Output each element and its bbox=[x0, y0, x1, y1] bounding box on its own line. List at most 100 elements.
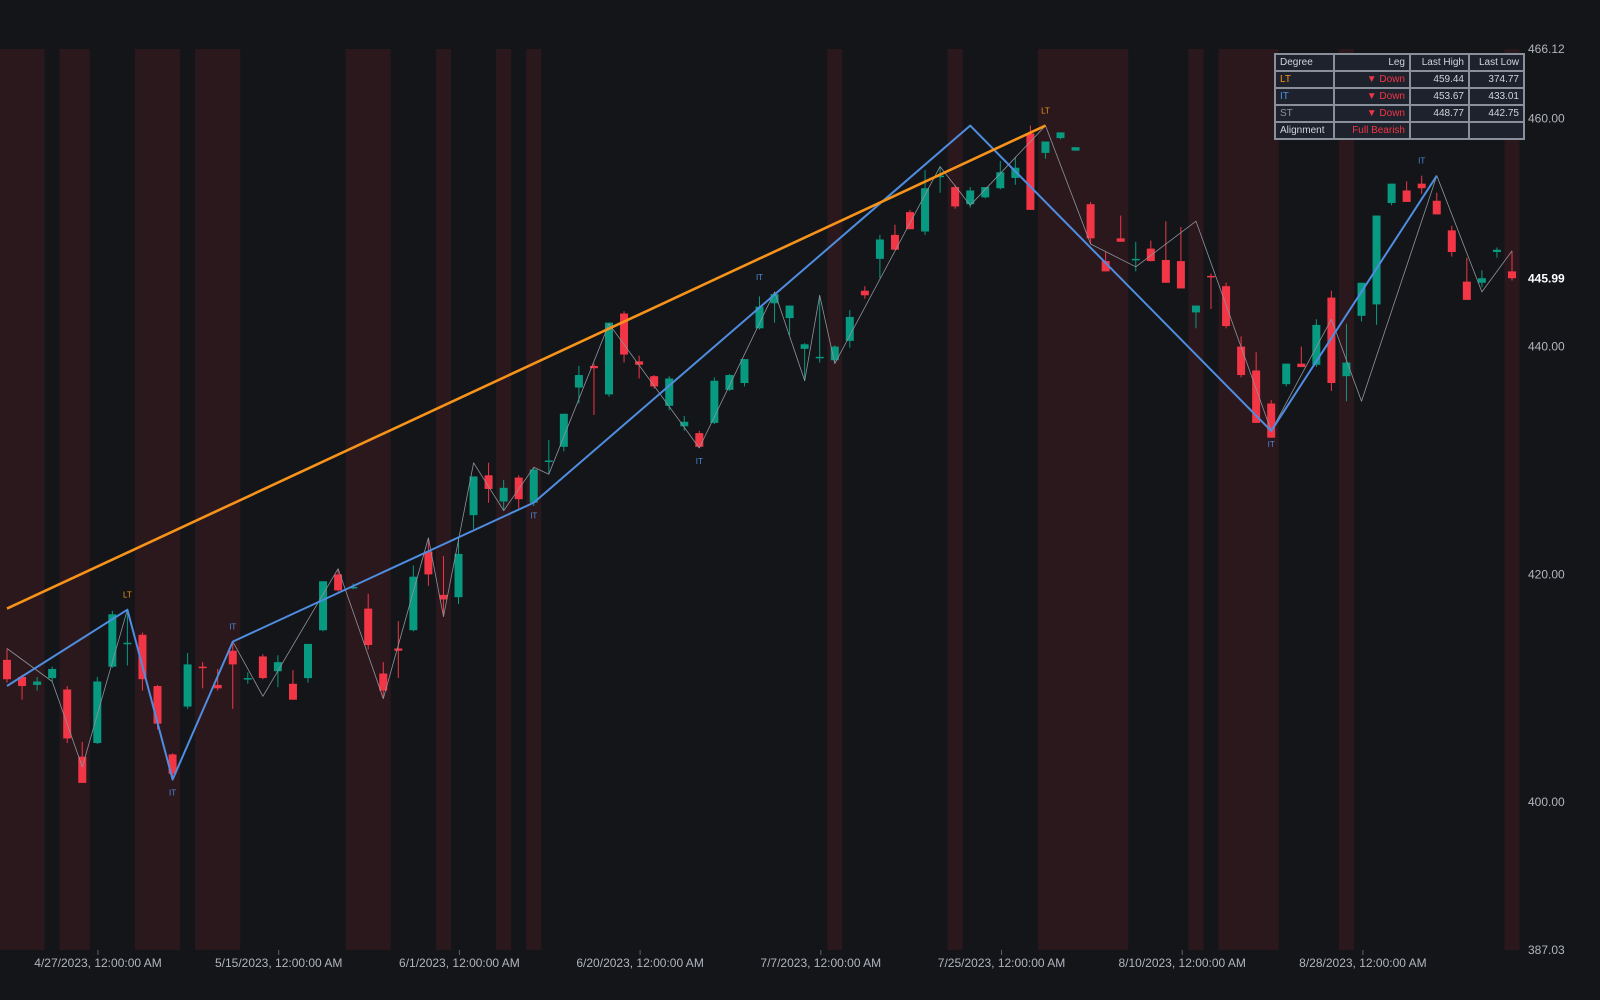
candle-body bbox=[921, 188, 930, 232]
candle-body bbox=[1462, 281, 1471, 300]
candle-body bbox=[1432, 200, 1441, 215]
candle-body bbox=[890, 234, 899, 250]
candle-body bbox=[544, 460, 553, 462]
pivot-label: LT bbox=[1041, 107, 1050, 116]
candle-body bbox=[93, 681, 102, 744]
bearish-zone bbox=[947, 49, 963, 950]
empty-cell bbox=[1409, 121, 1470, 140]
candle-body bbox=[906, 212, 914, 230]
degree-cell: LT bbox=[1274, 70, 1335, 89]
header-last-high: Last High bbox=[1409, 53, 1470, 72]
candle-body bbox=[875, 239, 884, 259]
candle-body bbox=[815, 356, 824, 359]
bearish-zone bbox=[134, 49, 181, 950]
candle-body bbox=[1477, 278, 1486, 283]
degree-cell: IT bbox=[1274, 87, 1335, 106]
candle-body bbox=[1417, 183, 1426, 189]
candle-body bbox=[996, 172, 1005, 189]
candle-body bbox=[1131, 258, 1140, 261]
candle-body bbox=[695, 433, 704, 447]
candle-body bbox=[424, 551, 433, 575]
bearish-zone bbox=[0, 49, 45, 950]
x-tick-label: 7/7/2023, 12:00:00 AM bbox=[760, 956, 881, 970]
candle-body bbox=[1011, 167, 1020, 178]
candle-body bbox=[710, 380, 719, 423]
pivot-label: IT bbox=[756, 273, 763, 282]
candle-body bbox=[1402, 190, 1411, 202]
header-degree: Degree bbox=[1274, 53, 1335, 72]
table-row-st: ST ▼ Down 448.77 442.75 bbox=[1274, 104, 1525, 123]
candle-body bbox=[138, 634, 147, 680]
candle-body bbox=[589, 365, 598, 369]
bearish-zone bbox=[59, 49, 90, 950]
candle-body bbox=[123, 642, 132, 645]
bearish-zone bbox=[1338, 49, 1354, 950]
candle-body bbox=[48, 668, 57, 679]
candle-body bbox=[3, 659, 11, 680]
candle-body bbox=[349, 586, 358, 589]
candle-body bbox=[63, 689, 72, 739]
swing-line-it bbox=[6, 124, 1438, 781]
candle-body bbox=[635, 361, 644, 365]
price-tick-label: 400.00 bbox=[1528, 795, 1565, 809]
alignment-label: Alignment bbox=[1274, 121, 1335, 140]
candle-body bbox=[198, 666, 207, 669]
candle-body bbox=[951, 187, 960, 207]
x-tick-label: 5/15/2023, 12:00:00 AM bbox=[215, 956, 342, 970]
candle-body bbox=[770, 294, 779, 304]
candle-body bbox=[740, 359, 749, 384]
candle-body bbox=[725, 375, 734, 390]
empty-cell bbox=[1468, 121, 1525, 140]
bearish-zone bbox=[1188, 49, 1204, 950]
pivot-label: IT bbox=[1268, 440, 1275, 449]
candle-body bbox=[574, 375, 583, 388]
candle-body bbox=[785, 305, 794, 319]
candle-body bbox=[499, 487, 508, 502]
candle-body bbox=[319, 581, 328, 631]
range-high-label: 466.12 bbox=[1528, 42, 1565, 56]
candle-body bbox=[1357, 282, 1366, 316]
candle-body bbox=[364, 608, 373, 646]
candle-body bbox=[454, 553, 463, 598]
candle-body bbox=[860, 290, 869, 296]
last-price-label: 445.99 bbox=[1528, 271, 1565, 285]
x-tick-label: 7/25/2023, 12:00:00 AM bbox=[938, 956, 1065, 970]
candle-body bbox=[800, 344, 809, 349]
candle-body bbox=[1252, 370, 1261, 423]
candle-body bbox=[243, 678, 252, 680]
pivot-label: IT bbox=[696, 457, 703, 466]
price-tick-label: 440.00 bbox=[1528, 340, 1565, 354]
pivot-label: IT bbox=[169, 788, 176, 797]
header-leg: Leg bbox=[1333, 53, 1411, 72]
price-tick-label: 460.00 bbox=[1528, 112, 1565, 126]
table-row-lt: LT ▼ Down 459.44 374.77 bbox=[1274, 70, 1525, 89]
candle-body bbox=[33, 681, 42, 685]
candle-body bbox=[1026, 133, 1035, 210]
table-header-row: Degree Leg Last High Last Low bbox=[1274, 53, 1525, 72]
candle-body bbox=[981, 187, 990, 198]
candle-body bbox=[830, 346, 839, 361]
degree-cell: ST bbox=[1274, 104, 1335, 123]
candle-body bbox=[1237, 346, 1246, 376]
candle-body bbox=[1312, 324, 1321, 365]
leg-cell: ▼ Down bbox=[1333, 87, 1411, 106]
last-low-cell: 374.77 bbox=[1468, 70, 1525, 89]
candle-body bbox=[1146, 248, 1155, 262]
candle-body bbox=[1056, 132, 1065, 139]
candle-body bbox=[394, 648, 403, 651]
swing-line-st bbox=[6, 125, 1513, 780]
price-tick-label: 420.00 bbox=[1528, 567, 1565, 581]
candle-body bbox=[1387, 183, 1396, 204]
candle-body bbox=[1492, 249, 1501, 253]
range-low-label: 387.03 bbox=[1528, 943, 1565, 957]
candle-body bbox=[439, 594, 448, 600]
candle-body bbox=[334, 574, 343, 591]
candle-body bbox=[1161, 259, 1170, 283]
swing-line-lt bbox=[6, 124, 1047, 610]
bearish-zone bbox=[1504, 49, 1520, 950]
candle-body bbox=[304, 643, 312, 679]
x-tick-label: 6/20/2023, 12:00:00 AM bbox=[576, 956, 703, 970]
candle-body bbox=[1447, 230, 1456, 253]
x-tick-label: 8/10/2023, 12:00:00 AM bbox=[1118, 956, 1245, 970]
